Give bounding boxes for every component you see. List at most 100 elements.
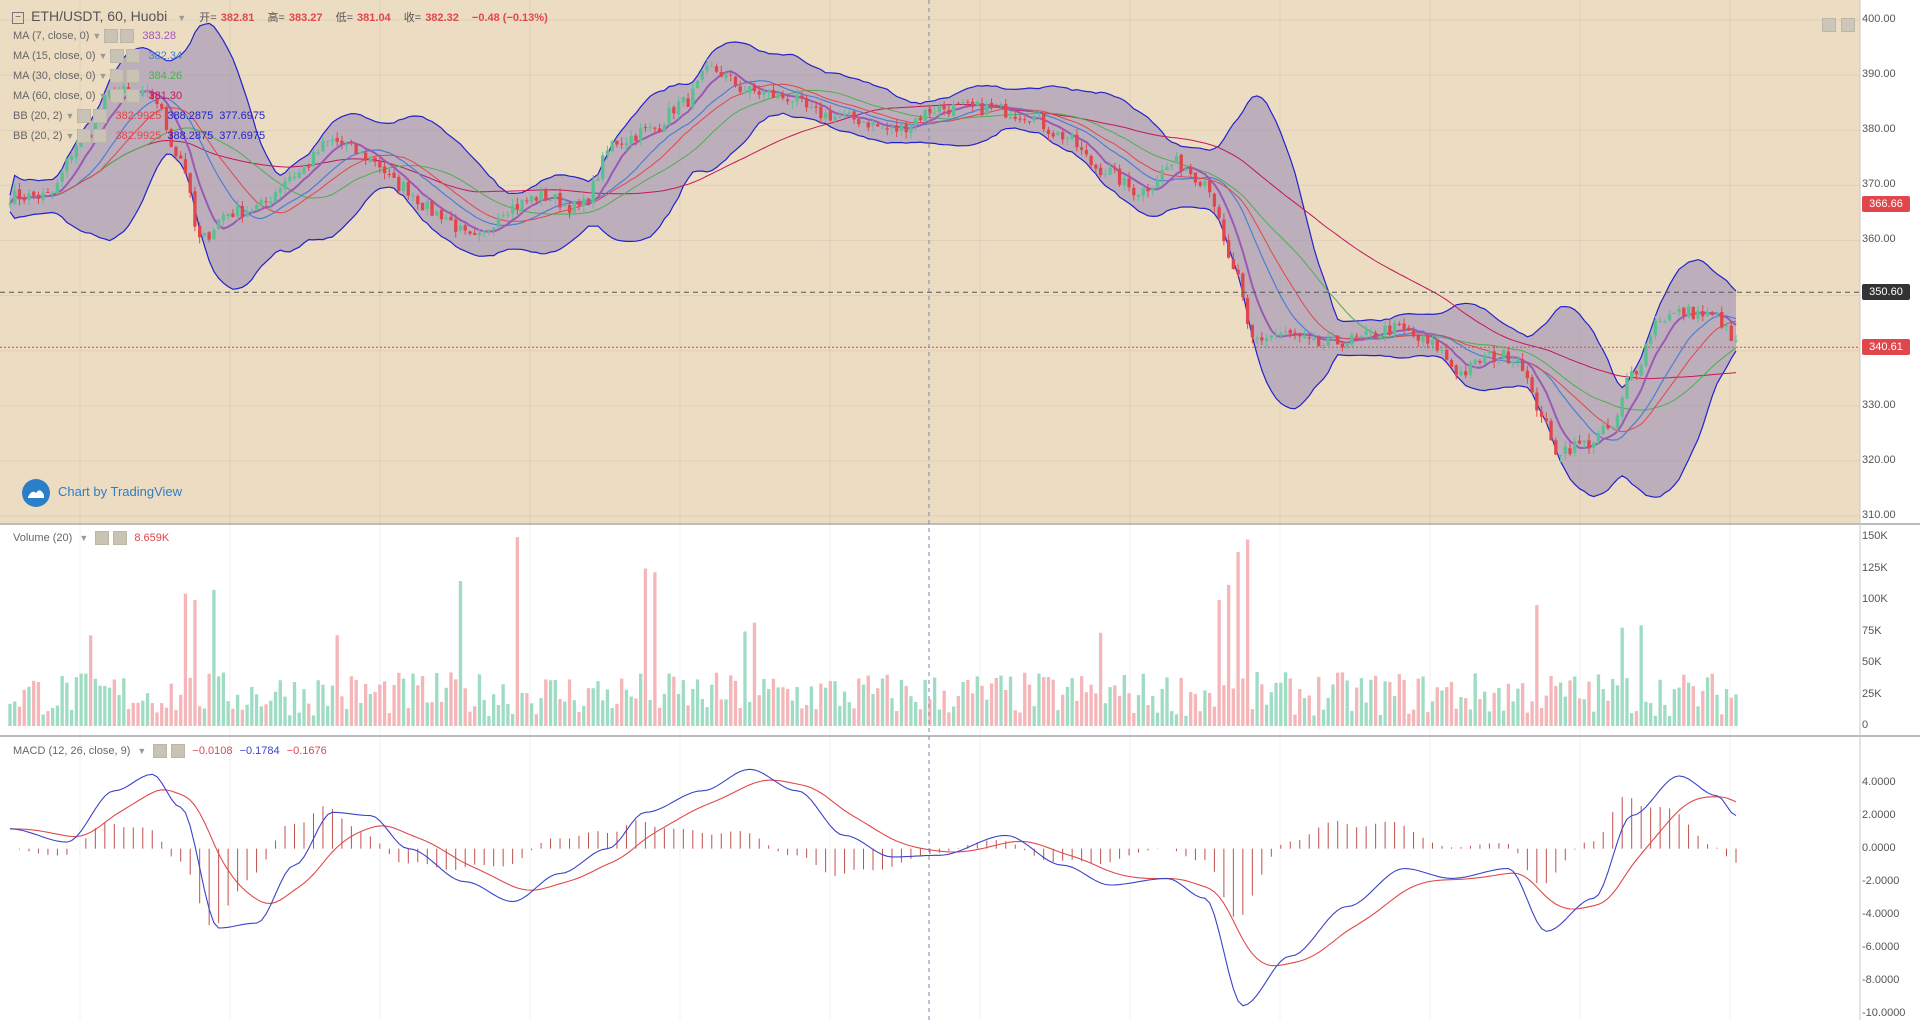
volume-bar — [1411, 709, 1416, 726]
chevron-down-icon[interactable]: ▼ — [98, 91, 108, 101]
bollinger-upper-band — [9, 22, 1737, 389]
chevron-down-icon[interactable]: ▼ — [79, 533, 89, 543]
candle-body — [1004, 103, 1008, 118]
indicator-name[interactable]: MA (15, close, 0) — [13, 50, 96, 62]
volume-bar — [449, 672, 453, 726]
close-icon[interactable] — [113, 531, 128, 546]
tradingview-branding[interactable]: Chart by TradingView — [22, 476, 182, 508]
volume-bar — [1511, 701, 1515, 726]
horizontal-line-tag[interactable]: 340.61 — [1862, 339, 1910, 356]
settings-icon[interactable] — [153, 744, 168, 759]
volume-bar — [681, 680, 685, 726]
volume-bar — [1611, 679, 1615, 726]
indicator-name[interactable]: BB (20, 2) — [13, 110, 63, 122]
settings-icon[interactable] — [95, 531, 110, 546]
volume-bar — [529, 703, 534, 726]
settings-icon[interactable] — [110, 69, 125, 84]
candle-body — [752, 85, 757, 92]
volume-bar — [781, 687, 785, 726]
close-icon[interactable] — [93, 109, 108, 124]
volume-bar — [84, 673, 88, 726]
candle-body — [302, 167, 306, 175]
chevron-down-icon[interactable]: ▼ — [98, 71, 108, 81]
chevron-down-icon[interactable]: ▼ — [137, 746, 147, 756]
chevron-down-icon[interactable]: ▼ — [177, 13, 187, 23]
horizontal-line-tag[interactable]: 350.60 — [1862, 284, 1910, 301]
candle-body — [572, 200, 576, 213]
candle-body — [1383, 326, 1387, 335]
indicator-name[interactable]: MA (7, close, 0) — [13, 30, 90, 42]
candle-body — [1127, 178, 1131, 188]
candle-body — [1359, 335, 1364, 337]
volume-bar — [1340, 672, 1345, 726]
indicator-name[interactable]: BB (20, 2) — [13, 130, 63, 142]
chevron-down-icon[interactable]: ▼ — [92, 31, 102, 41]
settings-icon[interactable] — [110, 49, 125, 64]
macd-legend-name[interactable]: MACD (12, 26, close, 9) — [13, 745, 131, 757]
close-icon[interactable] — [120, 29, 135, 44]
candle-body — [1170, 164, 1174, 167]
candle-body — [876, 123, 880, 127]
settings-icon[interactable] — [77, 109, 92, 124]
chevron-down-icon[interactable]: ▼ — [65, 131, 75, 141]
volume-bar — [1729, 697, 1733, 726]
candle-body — [1430, 339, 1435, 345]
indicator-name[interactable]: MA (60, close, 0) — [13, 90, 96, 102]
indicator-row[interactable]: MA (30, close, 0) ▼ 384.26 — [13, 66, 265, 86]
candle-body — [1317, 336, 1321, 347]
close-icon[interactable] — [126, 89, 141, 104]
candle-body — [330, 139, 335, 142]
candle-body — [880, 127, 885, 129]
candle-body — [1132, 187, 1136, 196]
volume-bar — [695, 679, 700, 726]
maximize-icon[interactable] — [1841, 18, 1856, 32]
symbol-title[interactable]: ETH/USDT, 60, Huobi — [31, 8, 168, 24]
settings-icon[interactable] — [77, 129, 92, 144]
volume-bar — [93, 678, 98, 726]
candle-body — [1141, 188, 1145, 196]
last-price-tag[interactable]: 366.66 — [1862, 195, 1910, 212]
indicator-row[interactable]: MA (15, close, 0) ▼ 382.34 — [13, 46, 265, 66]
candle-body — [387, 173, 392, 175]
indicator-row[interactable]: BB (20, 2) ▼ 382.9925 388.2875 377.6975 — [13, 126, 265, 146]
candle-body — [145, 91, 150, 93]
candle-body — [1042, 112, 1046, 130]
volume-legend-name[interactable]: Volume (20) — [13, 532, 73, 544]
candle-body — [198, 225, 202, 238]
candle-body — [1307, 337, 1311, 339]
close-icon[interactable] — [126, 49, 141, 64]
indicator-name[interactable]: MA (30, close, 0) — [13, 70, 96, 82]
collapse-icon[interactable]: − — [12, 12, 24, 25]
settings-icon[interactable] — [104, 29, 119, 44]
bollinger-bands — [9, 22, 1737, 498]
close-icon[interactable] — [171, 744, 186, 759]
candle-body — [1008, 117, 1013, 119]
indicator-row[interactable]: BB (20, 2) ▼ 382.9925 388.2875 377.6975 — [13, 106, 265, 126]
volume-bar — [956, 696, 961, 726]
settings-icon[interactable] — [110, 89, 125, 104]
candle-body — [1421, 337, 1425, 342]
close-icon[interactable] — [126, 69, 141, 84]
candle-body — [273, 192, 278, 203]
candle-body — [1260, 337, 1264, 341]
close-icon[interactable] — [93, 129, 108, 144]
volume-bar — [1174, 714, 1179, 726]
volume-bar — [1445, 687, 1449, 726]
volume-bar — [1222, 685, 1226, 726]
volume-bar — [842, 691, 847, 726]
indicator-row[interactable]: MA (7, close, 0) ▼ 383.28 — [13, 26, 265, 46]
candle-body — [1354, 335, 1359, 337]
indicator-row[interactable]: MA (60, close, 0) ▼ 381.30 — [13, 86, 265, 106]
candle-body — [27, 193, 31, 200]
volume-bar — [1179, 677, 1183, 726]
chevron-down-icon[interactable]: ▼ — [98, 51, 108, 61]
candle-body — [1497, 358, 1501, 361]
chevron-down-icon[interactable]: ▼ — [65, 111, 75, 121]
move-down-icon[interactable] — [1822, 18, 1836, 32]
candle-body — [1193, 172, 1198, 183]
volume-bar — [60, 676, 64, 726]
horizontal-lines[interactable] — [0, 291, 1860, 348]
candle-body — [1222, 219, 1226, 242]
volume-bar — [1350, 710, 1354, 726]
